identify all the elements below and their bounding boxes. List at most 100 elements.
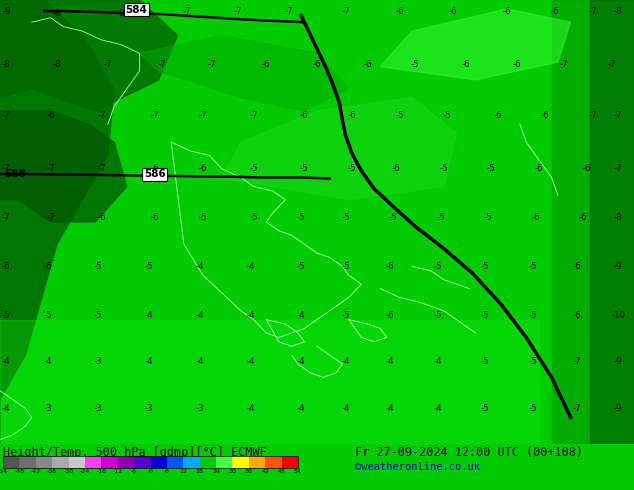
Text: -6: -6 [347,111,356,120]
Text: -4: -4 [246,404,255,413]
Text: -5: -5 [484,213,493,222]
Text: -7: -7 [97,111,106,120]
Text: -6: -6 [573,262,581,271]
Text: -6: -6 [97,213,106,222]
Text: -3: -3 [43,404,52,413]
Text: -3: -3 [195,404,204,413]
Text: -6: -6 [534,164,543,173]
Text: -5: -5 [2,311,11,319]
Text: -8: -8 [614,213,623,222]
Text: -6: -6 [531,213,540,222]
Text: -6: -6 [541,111,550,120]
Text: -6: -6 [392,164,401,173]
Polygon shape [552,0,634,444]
Text: -5: -5 [433,262,442,271]
Text: 24: 24 [212,469,220,474]
Bar [20,456,36,468]
Text: -5: -5 [249,164,258,173]
Bar [36,456,52,468]
Polygon shape [139,35,349,111]
Text: -8: -8 [53,60,61,69]
Text: -7: -7 [560,60,569,69]
Text: -6: -6 [151,213,160,222]
Text: -4: -4 [195,262,204,271]
Text: -7: -7 [341,6,350,16]
Text: -10: -10 [611,311,625,319]
Text: -5: -5 [411,60,420,69]
Text: -4: -4 [246,262,255,271]
Text: -6: -6 [579,213,588,222]
Text: -5: -5 [198,213,207,222]
Text: -8: -8 [2,60,11,69]
Text: -7: -7 [614,164,623,173]
Bar [3,456,298,468]
Text: -3: -3 [94,357,103,367]
Bar [200,456,216,468]
Text: 584: 584 [126,5,147,15]
Text: -6: -6 [550,6,559,16]
Bar [249,456,265,468]
Text: -7: -7 [233,6,242,16]
Text: -5: -5 [297,262,306,271]
Text: -7: -7 [46,164,55,173]
Text: -6: -6 [43,262,52,271]
Bar [216,456,233,468]
Polygon shape [0,0,178,111]
Text: -7: -7 [46,213,55,222]
Bar [265,456,281,468]
Text: -12: -12 [113,469,123,474]
Text: -5: -5 [395,111,404,120]
Text: 42: 42 [261,469,269,474]
Text: -5: -5 [341,262,350,271]
Text: -54: -54 [0,469,8,474]
Polygon shape [380,9,571,80]
Text: -4: -4 [2,357,11,367]
Text: -5: -5 [439,164,448,173]
Text: -30: -30 [63,469,74,474]
Text: -4: -4 [297,404,306,413]
Text: -6: -6 [512,60,521,69]
Polygon shape [222,98,456,200]
Text: -7: -7 [103,60,112,69]
Text: -6: -6 [582,164,591,173]
Text: -4: -4 [341,404,350,413]
Text: -5: -5 [481,262,489,271]
Text: -4: -4 [2,404,11,413]
Text: -7: -7 [607,60,616,69]
Text: -6: -6 [493,111,502,120]
Text: -5: -5 [249,213,258,222]
Polygon shape [0,0,114,444]
Text: -7: -7 [588,111,597,120]
Bar [52,456,68,468]
Text: -5: -5 [347,164,356,173]
Polygon shape [0,111,127,222]
Text: -7: -7 [284,6,293,16]
Text: -4: -4 [297,357,306,367]
Text: -6: -6 [503,6,512,16]
Text: -5: -5 [389,213,398,222]
Text: -8: -8 [53,9,61,18]
Text: -7: -7 [573,404,581,413]
Text: -5: -5 [481,404,489,413]
Text: -5: -5 [487,164,496,173]
Text: 0: 0 [148,469,152,474]
Text: Height/Temp. 500 hPa [gdmp][°C] ECMWF: Height/Temp. 500 hPa [gdmp][°C] ECMWF [3,446,267,459]
Bar [118,456,134,468]
Bar [183,456,200,468]
Text: -4: -4 [385,404,394,413]
Text: -4: -4 [297,311,306,319]
Text: -4: -4 [433,404,442,413]
Text: -42: -42 [30,469,41,474]
Bar [233,456,249,468]
Text: -4: -4 [341,357,350,367]
Polygon shape [590,0,634,444]
Text: -9: -9 [614,262,623,271]
Text: -6: -6 [449,6,458,16]
Text: -5: -5 [94,311,103,319]
Text: -4: -4 [246,357,255,367]
Text: -5: -5 [443,111,451,120]
Bar [281,456,298,468]
Text: -48: -48 [15,469,25,474]
Text: -4: -4 [43,357,52,367]
Text: 586: 586 [144,170,165,179]
